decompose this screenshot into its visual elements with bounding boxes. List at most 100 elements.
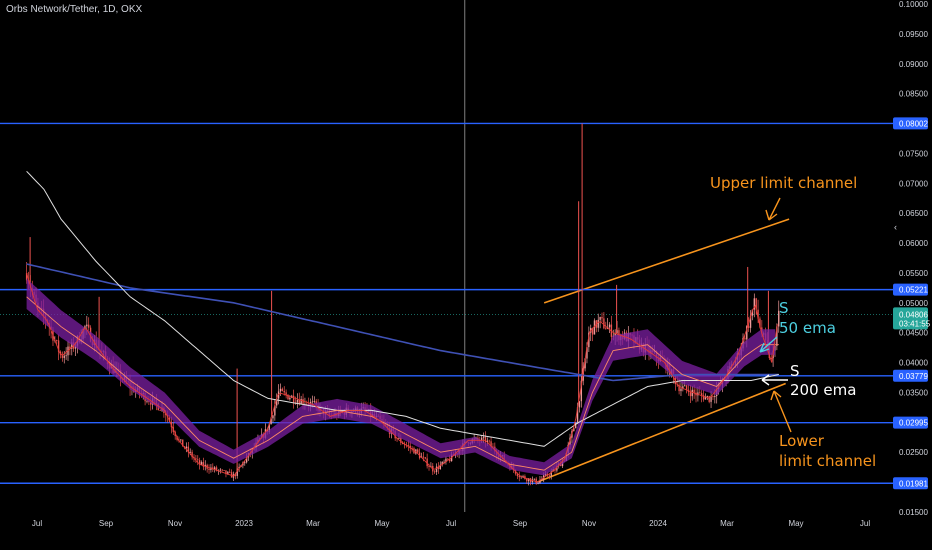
price-badges: 0.08002 0.05221 0.03779 0.02995 0.01981 0.048… (893, 117, 931, 490)
candle-body (422, 456, 425, 458)
candle-body (580, 380, 583, 402)
candle-body (87, 324, 90, 328)
candle-body (302, 399, 304, 404)
candle-body (189, 451, 191, 453)
candle-body (480, 437, 483, 441)
ema200-arrow-icon (761, 374, 788, 386)
candle-body (441, 461, 443, 465)
candle-body (443, 461, 445, 463)
candle-body (533, 478, 536, 480)
candle-body (749, 315, 752, 328)
candle-body (56, 340, 58, 341)
candle-body (753, 298, 756, 310)
candle-body (556, 465, 558, 471)
time-tick-label: May (374, 519, 389, 528)
candle-body (426, 458, 428, 467)
current-price-badge (893, 307, 928, 330)
price-tick-label: 0.03500 (899, 388, 928, 397)
candle-body (522, 476, 524, 477)
candle-body (185, 446, 188, 448)
candle-body (746, 326, 748, 340)
candle-body (742, 338, 744, 349)
candle-body (300, 399, 302, 405)
level-lines-layer (0, 122, 893, 484)
candle-body (601, 317, 603, 319)
time-axis-bg (0, 512, 893, 550)
candle-body (289, 397, 291, 400)
candle-body (597, 319, 599, 328)
price-tick-label: 0.07500 (899, 149, 928, 158)
candle-body (435, 466, 438, 472)
candle-body (544, 473, 547, 476)
candle-body (71, 342, 73, 349)
ema50-label: 50 ema (779, 319, 836, 337)
candle-body (439, 464, 442, 470)
candle-body (543, 475, 545, 479)
price-tick-label: 0.08500 (899, 90, 928, 99)
time-tick-label: May (788, 519, 803, 528)
candle-body (165, 413, 167, 416)
candle-body (778, 310, 780, 327)
candle-body (407, 445, 410, 447)
price-tick-label: 0.02500 (899, 448, 928, 457)
price-badge-label: 0.03779 (899, 372, 928, 381)
ema200-line (26, 170, 779, 447)
candle-body (576, 407, 579, 423)
candle-body (678, 384, 680, 392)
candle-body (573, 428, 575, 432)
price-badge-label: 0.02995 (899, 419, 928, 428)
candle-body (776, 326, 778, 346)
candle-body (706, 396, 709, 397)
candle-body (238, 466, 240, 469)
candle-body (204, 464, 206, 467)
candle-body (292, 395, 295, 403)
candle-body (25, 272, 28, 281)
candle-body (527, 478, 530, 482)
price-badge-label: 0.05221 (899, 286, 928, 295)
price-tick-label: 0.06000 (899, 239, 928, 248)
candle-body (710, 396, 712, 402)
candle-body (409, 445, 411, 449)
candle-body (488, 440, 490, 442)
candle-body (219, 469, 222, 471)
current-price-label: 0.04806 (899, 310, 928, 319)
candle-body (86, 324, 88, 327)
candle-body (700, 393, 703, 396)
candle-body (221, 469, 223, 471)
candle-body (770, 358, 772, 359)
candle-body (202, 462, 205, 467)
candle-body (146, 400, 148, 402)
price-tick-label: 0.04000 (899, 359, 928, 368)
candle-body (584, 358, 586, 369)
ema50-line (26, 296, 779, 471)
candle-body (69, 346, 71, 349)
candle-body (445, 458, 447, 462)
time-tick-label: Sep (99, 519, 114, 528)
candle-body (268, 424, 270, 432)
price-tick-label: 0.01500 (899, 508, 928, 517)
candle-body (298, 399, 300, 405)
candle-body (484, 436, 487, 443)
candle-body (402, 442, 404, 444)
price-badge-label: 0.01981 (899, 479, 928, 488)
time-tick-label: Mar (306, 519, 320, 528)
ema200-s-label: S (790, 362, 800, 380)
price-tick-label: 0.05500 (899, 269, 928, 278)
candle-body (57, 340, 60, 352)
candle-body (684, 385, 686, 387)
candle-body (702, 395, 705, 400)
collapse-chevron-icon[interactable]: ‹ (894, 222, 897, 232)
candle-body (411, 448, 413, 449)
candle-body (283, 390, 285, 393)
candle-body (691, 389, 693, 397)
time-axis[interactable]: Jul Sep Nov 2023 Mar May Jul Sep Nov 2024 Mar May Ju… (0, 512, 893, 550)
price-axis[interactable]: 0.100000.095000.090000.085000.080000.075… (893, 0, 932, 550)
candle-body (608, 324, 611, 328)
candle-body (437, 466, 440, 470)
candle-body (311, 401, 314, 403)
price-badge (893, 369, 928, 382)
candle-body (200, 462, 203, 465)
price-badge (893, 117, 928, 130)
